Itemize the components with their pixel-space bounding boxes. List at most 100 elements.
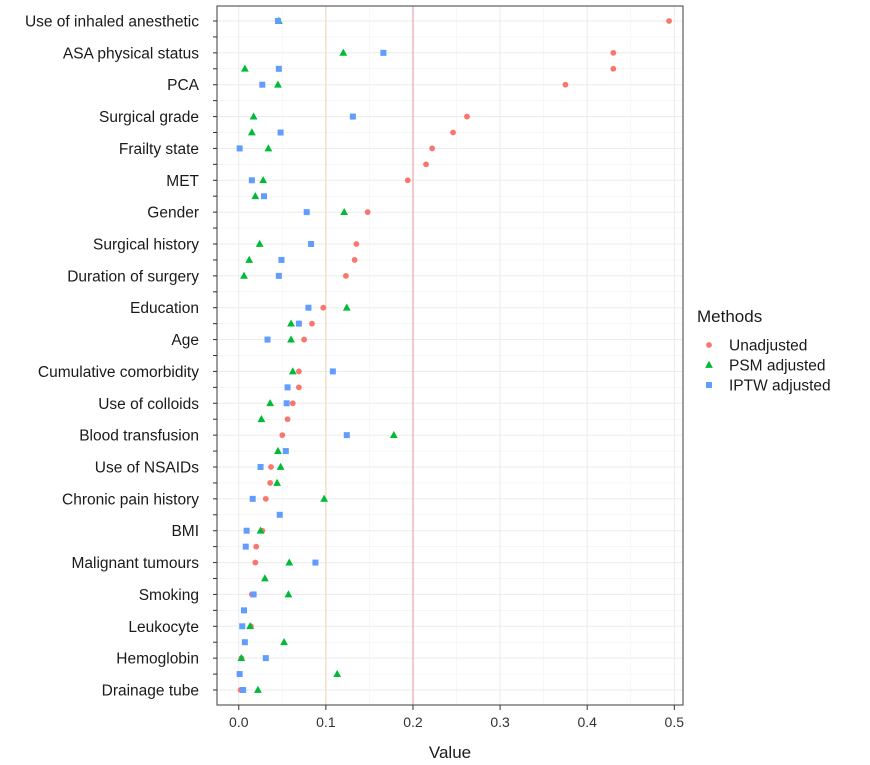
psm-adjusted-point: [339, 48, 348, 56]
legend-key-unadjusted: [706, 342, 712, 348]
unadjusted-point: [364, 209, 371, 216]
iptw-adjusted-point: [241, 607, 248, 614]
psm-adjusted-point: [340, 207, 349, 216]
y-tick-label: Use of colloids: [98, 396, 199, 413]
unadjusted-point: [268, 464, 274, 470]
data-points: [236, 16, 672, 693]
iptw-adjusted-point: [257, 464, 264, 470]
psm-adjusted-point: [261, 574, 269, 582]
iptw-adjusted-point: [295, 320, 302, 327]
unadjusted-point: [351, 257, 358, 263]
psm-adjusted-point: [237, 653, 246, 662]
iptw-adjusted-point: [261, 193, 268, 200]
unadjusted-point: [464, 113, 470, 120]
psm-adjusted-point: [333, 669, 342, 677]
unadjusted-point: [289, 400, 296, 407]
iptw-adjusted-point: [275, 65, 282, 72]
psm-adjusted-point: [254, 685, 262, 693]
x-tick-label: 0.2: [403, 714, 423, 730]
psm-adjusted-point: [247, 128, 256, 136]
unadjusted-point: [450, 129, 456, 136]
y-tick-label: Surgical grade: [99, 109, 199, 126]
iptw-adjusted-point: [264, 336, 271, 343]
psm-adjusted-point: [264, 144, 273, 152]
unadjusted-point: [279, 432, 286, 439]
y-tick-label: Frailty state: [119, 141, 199, 158]
iptw-adjusted-point: [282, 448, 289, 455]
psm-adjusted-point: [273, 478, 282, 486]
unadjusted-point: [252, 559, 259, 566]
unadjusted-point: [262, 495, 269, 502]
psm-adjusted-point: [257, 415, 266, 423]
psm-adjusted-point: [240, 64, 249, 72]
iptw-adjusted-point: [250, 591, 257, 598]
psm-adjusted-point: [246, 622, 254, 630]
unadjusted-point: [404, 177, 411, 184]
psm-adjusted-point: [251, 192, 260, 200]
x-axis-title: Value: [429, 743, 471, 762]
y-tick-label: PCA: [167, 77, 200, 94]
iptw-adjusted-point: [274, 18, 281, 24]
legend-key-iptw-adjusted: [706, 382, 712, 388]
y-tick-label: Leukocyte: [128, 619, 199, 636]
iptw-adjusted-point: [278, 256, 285, 263]
unadjusted-point: [295, 384, 302, 391]
x-tick-label: 0.3: [490, 714, 510, 730]
legend-label-iptw-adjusted: IPTW adjusted: [729, 378, 831, 395]
iptw-adjusted-point: [343, 432, 350, 439]
legend-title: Methods: [697, 307, 762, 326]
iptw-adjusted-point: [236, 145, 243, 152]
x-tick-label: 0.4: [577, 714, 597, 730]
psm-adjusted-point: [284, 590, 293, 598]
y-tick-label: Drainage tube: [102, 683, 199, 700]
iptw-adjusted-point: [249, 495, 256, 502]
y-tick-label: Chronic pain history: [62, 491, 199, 508]
iptw-adjusted-point: [243, 527, 250, 534]
y-tick-label: Duration of surgery: [67, 268, 199, 285]
iptw-adjusted-point: [277, 129, 284, 136]
psm-adjusted-point: [285, 558, 294, 566]
iptw-adjusted-point: [248, 177, 255, 184]
iptw-adjusted-point: [312, 559, 319, 566]
psm-adjusted-point: [342, 303, 351, 311]
psm-adjusted-point: [245, 255, 254, 263]
iptw-adjusted-point: [303, 209, 310, 216]
psm-adjusted-point: [287, 335, 295, 343]
unadjusted-point: [320, 304, 327, 311]
iptw-adjusted-point: [259, 81, 266, 88]
unadjusted-point: [309, 320, 315, 327]
y-tick-label: Age: [171, 332, 199, 349]
y-tick-label: Gender: [147, 205, 199, 222]
legend-key-psm-adjusted: [705, 360, 713, 368]
psm-adjusted-point: [287, 319, 295, 327]
x-tick-label: 0.0: [229, 714, 249, 730]
reference-lines: [325, 6, 414, 705]
legend-label-psm-adjusted: PSM adjusted: [729, 358, 826, 375]
iptw-adjusted-point: [262, 655, 269, 662]
psm-adjusted-point: [240, 271, 248, 279]
unadjusted-point: [429, 145, 436, 152]
y-tick-label: Use of NSAIDs: [95, 460, 199, 477]
x-tick-label: 0.5: [665, 714, 685, 730]
legend: Methods Unadjusted PSM adjusted IPTW adjus…: [697, 307, 831, 395]
psm-adjusted-point: [389, 430, 398, 439]
unadjusted-point: [284, 416, 291, 423]
psm-adjusted-point: [276, 462, 285, 470]
unadjusted-point: [666, 18, 672, 24]
y-tick-label: ASA physical status: [63, 45, 199, 62]
y-tick-label: BMI: [171, 523, 199, 540]
psm-adjusted-point: [288, 367, 297, 375]
iptw-adjusted-point: [308, 241, 315, 247]
iptw-adjusted-point: [242, 543, 249, 550]
y-tick-label: Hemoglobin: [116, 651, 199, 668]
legend-label-unadjusted: Unadjusted: [729, 338, 807, 355]
iptw-adjusted-point: [380, 49, 387, 56]
unadjusted-point: [610, 49, 617, 56]
iptw-adjusted-point: [275, 272, 282, 279]
y-axis-labels: Use of inhaled anesthetic ASA physical st…: [25, 14, 217, 700]
unadjusted-point: [301, 336, 308, 343]
iptw-adjusted-point: [236, 671, 243, 678]
iptw-adjusted-point: [239, 623, 246, 630]
unadjusted-point: [343, 272, 349, 279]
y-tick-label: MET: [166, 173, 199, 190]
